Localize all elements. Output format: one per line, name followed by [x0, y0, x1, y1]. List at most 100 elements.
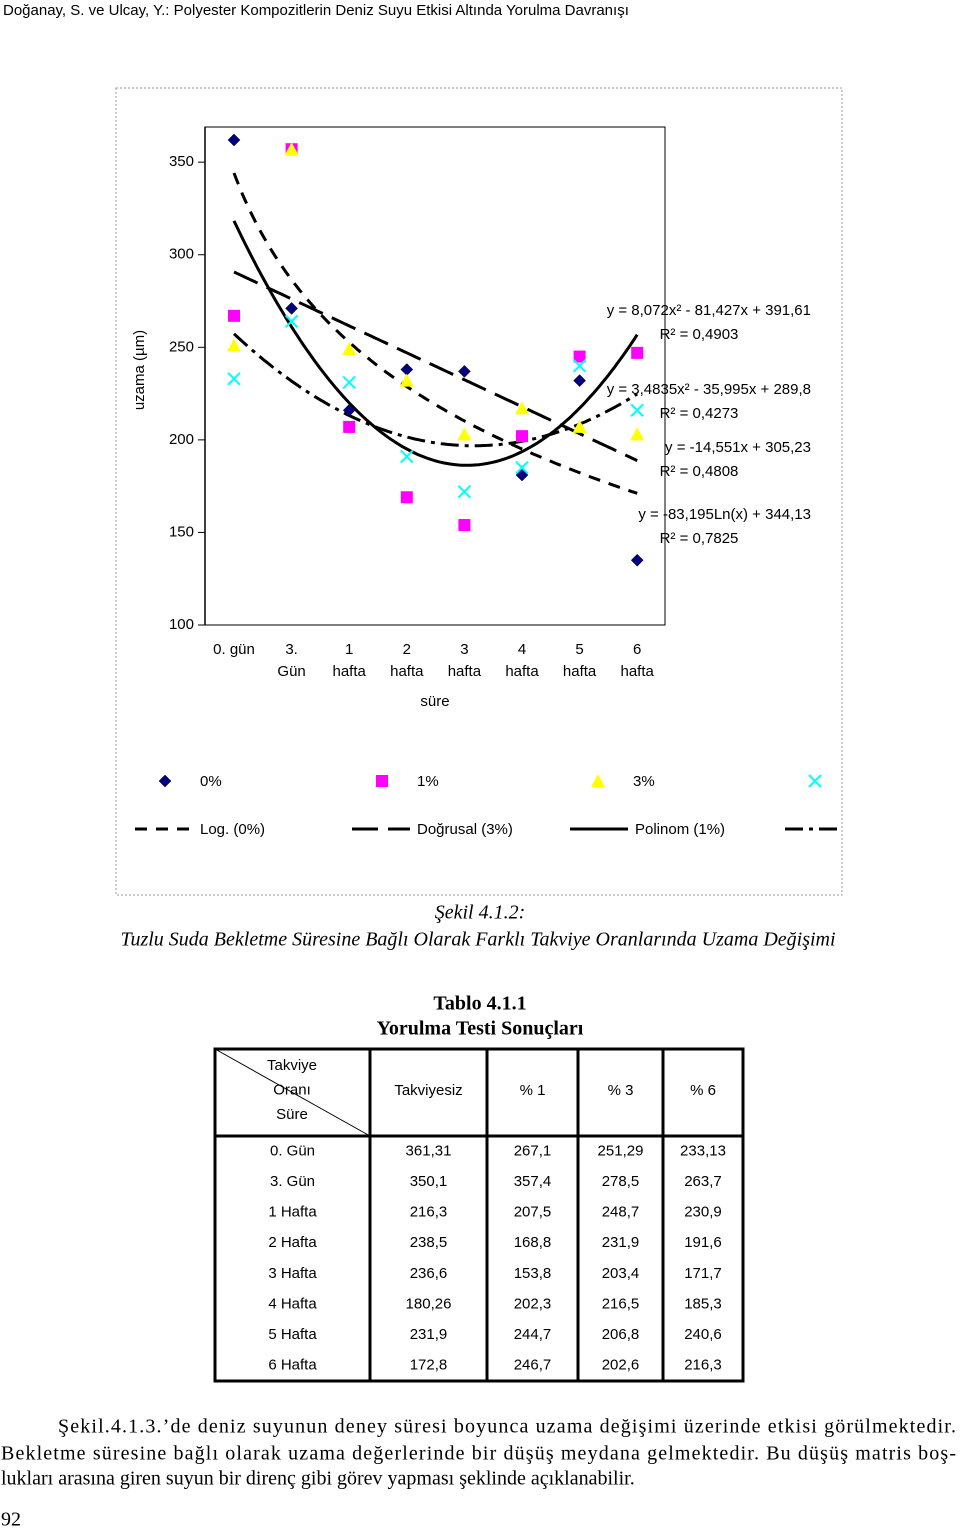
page-number: 92: [1, 1509, 21, 1531]
plot-area: [204, 126, 666, 626]
marker-triangle: [399, 373, 414, 387]
table-cell: 361,31: [406, 1142, 452, 1159]
table-cell: 248,7: [602, 1204, 640, 1221]
body-line: Şekil.4.1.3.’de deniz suyunun deney süre…: [58, 1416, 956, 1438]
legend: 0% 1% 3% Log. (0%) Doğrusal (3%) Polinom (1%): [135, 773, 840, 838]
table-cell: 231,9: [602, 1234, 640, 1251]
marker-diamond: [158, 774, 172, 788]
marker-square: [400, 491, 413, 504]
table-cell: 171,7: [684, 1265, 722, 1282]
marker-x: [284, 314, 299, 329]
x-tick-label: 6 hafta: [621, 641, 655, 680]
marker-triangle: [284, 142, 299, 156]
table-cell: 206,8: [602, 1326, 640, 1343]
marker-triangle: [342, 342, 357, 356]
y-tick-label: 300: [169, 246, 194, 263]
table-cell: 185,3: [684, 1295, 722, 1312]
table-cell: 233,13: [680, 1142, 726, 1159]
trendline: [232, 172, 638, 495]
table-cell: 240,6: [684, 1326, 722, 1343]
table-cell: 202,3: [514, 1295, 552, 1312]
x-tick-label: 1 hafta: [333, 641, 367, 680]
marker-x: [227, 372, 241, 386]
marker-square: [458, 519, 471, 532]
y-tick-label: 250: [169, 338, 194, 355]
table-cell: 267,1: [514, 1142, 552, 1159]
table-cell: 278,5: [602, 1173, 640, 1190]
table-cell: 244,7: [514, 1326, 552, 1343]
table-cell: 231,9: [410, 1326, 448, 1343]
table-cell: 216,5: [602, 1295, 640, 1312]
trend-r-squared: R² = 0,4273: [660, 405, 739, 422]
legend-label: Log. (0%): [200, 821, 265, 838]
table-cell: 0. Gün: [270, 1142, 315, 1159]
marker-triangle: [630, 427, 645, 441]
marker-square: [573, 350, 586, 363]
marker-square: [516, 430, 528, 443]
legend-label: Polinom (1%): [635, 821, 725, 838]
marker-diamond: [342, 403, 356, 417]
marker-x: [572, 359, 587, 373]
table-cell: 207,5: [514, 1204, 552, 1221]
table-cell: 3. Gün: [270, 1173, 315, 1190]
marker-x: [342, 375, 356, 390]
y-tick-label: 200: [169, 431, 194, 448]
marker-triangle: [591, 774, 605, 787]
trend-equation: y = -83,195Ln(x) + 344,13: [638, 506, 811, 523]
y-axis-label: uzama (µm): [131, 330, 148, 410]
x-tick-label: 3 hafta: [448, 641, 482, 680]
marker-square: [228, 309, 240, 322]
y-tick-label: 350: [169, 153, 194, 170]
table-cell: 4 Hafta: [268, 1295, 317, 1312]
trend-equation: y = 3,4835x² - 35,995x + 289,8: [607, 381, 811, 398]
x-tick-label: 0. gün: [213, 641, 255, 658]
marker-diamond: [458, 365, 471, 378]
table-cell: 263,7: [684, 1173, 722, 1190]
table-header: % 1: [520, 1082, 546, 1099]
table-header: % 3: [608, 1082, 634, 1099]
table-corner: Oranı: [273, 1081, 311, 1098]
figure-caption: Tuzlu Suda Bekletme Süresine Bağlı Olara…: [120, 929, 835, 951]
running-header: Doğanay, S. ve Ulcay, Y.: Polyester Komp…: [3, 2, 629, 19]
legend-label: 3%: [633, 773, 655, 790]
marker-x: [808, 774, 822, 788]
table-cell: 216,3: [684, 1357, 722, 1374]
y-tick-label: 150: [169, 523, 194, 540]
marker-triangle: [227, 338, 241, 352]
trend-r-squared: R² = 0,4808: [660, 463, 739, 480]
body-line: lukları arasına giren suyun bir direnç g…: [1, 1468, 635, 1490]
x-tick-label: 5 hafta: [563, 641, 597, 680]
trendline: [232, 220, 639, 467]
table-cell: 172,8: [410, 1357, 448, 1374]
marker-square: [343, 420, 356, 433]
marker-triangle: [457, 427, 472, 441]
table-cell: 3 Hafta: [268, 1265, 317, 1282]
marker-diamond: [227, 133, 241, 147]
table-cell: 238,5: [410, 1234, 448, 1251]
table-cell: 2 Hafta: [268, 1234, 317, 1251]
table-cell: 216,3: [410, 1204, 448, 1221]
marker-triangle: [572, 419, 587, 433]
table-cell: 230,9: [684, 1204, 722, 1221]
table-cell: 246,7: [514, 1357, 552, 1374]
x-tick-label: 2 hafta: [390, 641, 424, 680]
table-corner: Süre: [276, 1106, 308, 1123]
trend-r-squared: R² = 0,4903: [660, 326, 739, 343]
marker-x: [630, 403, 644, 417]
marker-diamond: [285, 302, 298, 315]
table-cell: 236,6: [410, 1265, 448, 1282]
trendlines: [232, 172, 639, 495]
marker-triangle: [515, 401, 529, 415]
legend-label: Doğrusal (3%): [417, 821, 513, 838]
marker-diamond: [630, 553, 644, 567]
table-corner: Takviye: [267, 1057, 317, 1074]
trend-equation: y = 8,072x² - 81,427x + 391,61: [607, 302, 811, 319]
marker-x: [457, 484, 472, 499]
table-cell: 191,6: [684, 1234, 722, 1251]
chart-frame: [115, 87, 843, 896]
legend-label: 0%: [200, 773, 222, 790]
marker-diamond: [573, 374, 586, 387]
legend-label: 1%: [417, 773, 439, 790]
body-line: Bekletme süresine bağlı olarak uzama değ…: [1, 1443, 956, 1465]
trendline: [233, 270, 638, 462]
